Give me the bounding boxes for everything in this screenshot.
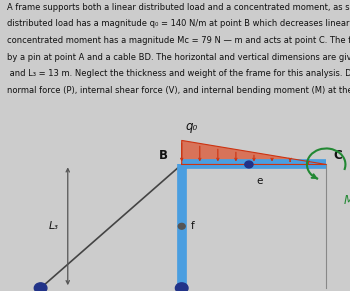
Text: A frame supports both a linear distributed load and a concentrated moment, as sh: A frame supports both a linear distribut… [7, 3, 350, 12]
Circle shape [245, 161, 253, 168]
Text: q₀: q₀ [185, 120, 197, 133]
Text: B: B [159, 149, 168, 162]
Text: concentrated moment has a magnitude Mᴄ = 79 N — m and acts at point C. The frame: concentrated moment has a magnitude Mᴄ =… [7, 36, 350, 45]
Circle shape [34, 283, 47, 291]
Text: normal force (P), internal shear force (V), and internal bending moment (M) at t: normal force (P), internal shear force (… [7, 86, 350, 95]
Text: f: f [190, 221, 194, 231]
Text: e: e [256, 176, 262, 186]
Text: and L₃ = 13 m. Neglect the thickness and weight of the frame for this analysis. : and L₃ = 13 m. Neglect the thickness and… [7, 69, 350, 78]
Polygon shape [182, 141, 326, 164]
Text: Mᴄ: Mᴄ [344, 194, 350, 207]
Circle shape [178, 223, 185, 229]
Text: distributed load has a magnitude q₀ = 140 N/m at point B which decreases linearl: distributed load has a magnitude q₀ = 14… [7, 19, 350, 29]
Text: L₃: L₃ [49, 221, 59, 231]
Circle shape [175, 283, 188, 291]
Text: by a pin at point A and a cable BD. The horizontal and vertical dimensions are g: by a pin at point A and a cable BD. The … [7, 53, 350, 62]
Text: C: C [333, 149, 342, 162]
